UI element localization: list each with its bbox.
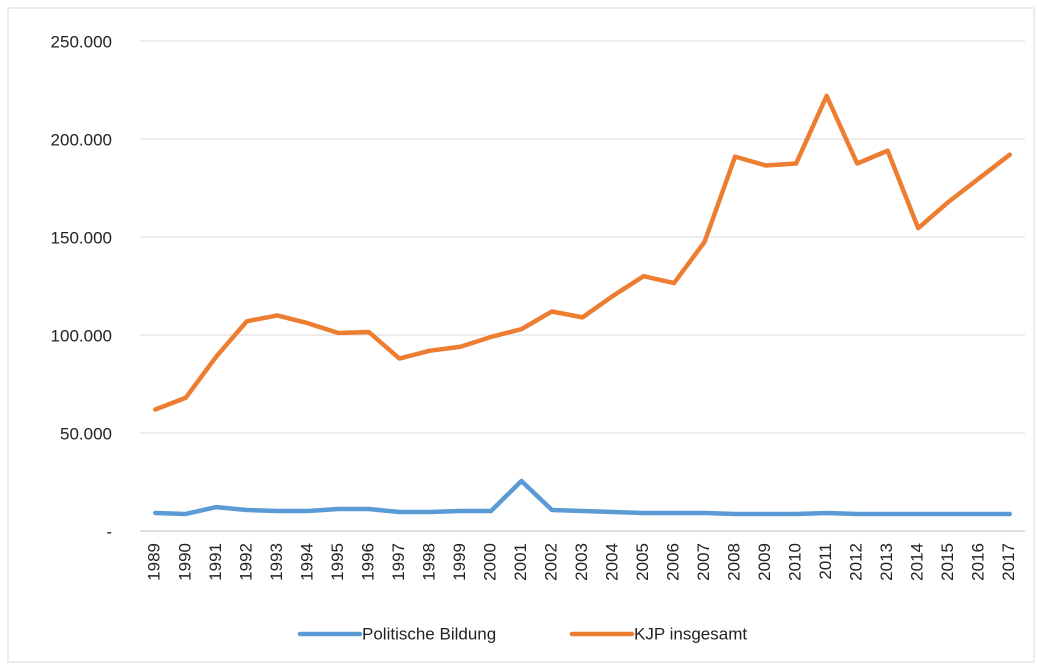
legend-label: Politische Bildung — [362, 624, 496, 643]
x-tick-label: 2010 — [786, 543, 805, 581]
x-tick-label: 2005 — [633, 543, 652, 581]
y-tick-label: - — [106, 522, 112, 541]
x-tick-label: 2004 — [603, 543, 622, 581]
x-tick-label: 2011 — [816, 543, 835, 580]
x-tick-label: 2016 — [969, 543, 988, 581]
x-tick-label: 1991 — [206, 543, 225, 581]
x-tick-label: 1997 — [389, 543, 408, 581]
y-tick-label: 100.000 — [51, 326, 112, 345]
x-tick-label: 2008 — [725, 543, 744, 581]
x-tick-label: 2013 — [877, 543, 896, 581]
x-tick-label: 1992 — [236, 543, 255, 581]
x-tick-label: 2014 — [908, 543, 927, 581]
y-tick-label: 200.000 — [51, 130, 112, 149]
x-tick-label: 1999 — [450, 543, 469, 581]
legend-label: KJP insgesamt — [634, 624, 747, 643]
y-tick-label: 150.000 — [51, 228, 112, 247]
line-series — [153, 93, 1012, 412]
line-series — [153, 478, 1012, 517]
x-tick-label: 2003 — [572, 543, 591, 581]
x-tick-label: 1994 — [297, 543, 316, 581]
x-tick-label: 2002 — [541, 543, 560, 581]
y-tick-label: 250.000 — [51, 32, 112, 51]
x-tick-label: 1996 — [358, 543, 377, 581]
x-tick-label: 2017 — [999, 543, 1018, 581]
x-tick-label: 2006 — [664, 543, 683, 581]
x-tick-label: 2007 — [694, 543, 713, 581]
x-tick-label: 2015 — [938, 543, 957, 581]
x-tick-label: 2012 — [847, 543, 866, 581]
x-tick-label: 1998 — [419, 543, 438, 581]
x-tick-label: 2009 — [755, 543, 774, 581]
x-tick-label: 1995 — [328, 543, 347, 581]
x-tick-label: 2000 — [480, 543, 499, 581]
x-tick-label: 1993 — [267, 543, 286, 581]
x-tick-label: 1989 — [145, 543, 164, 581]
y-tick-label: 50.000 — [60, 424, 112, 443]
x-tick-label: 2001 — [511, 543, 530, 581]
x-tick-label: 1990 — [175, 543, 194, 581]
